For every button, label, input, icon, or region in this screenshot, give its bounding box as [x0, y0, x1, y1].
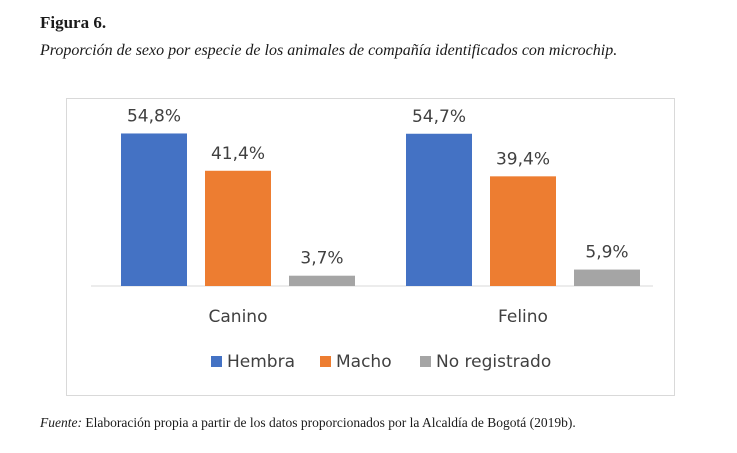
legend-swatch [320, 356, 331, 367]
figure-label: Figura 6. [40, 13, 107, 32]
source-note: Fuente: Elaboración propia a partir de l… [40, 415, 576, 431]
bar-macho-felino [490, 176, 556, 286]
legend-label: Macho [336, 352, 392, 372]
bar-no-registrado-canino [289, 275, 355, 286]
bar-hembra-felino [406, 133, 472, 286]
legend-label: No registrado [436, 352, 551, 372]
figure-caption: Proporción de sexo por especie de los an… [40, 42, 618, 59]
data-label: 3,7% [300, 249, 343, 269]
legend-swatch [211, 356, 222, 367]
chart-frame: 54,8% 41,4% 3,7% Canino 54,7% 39,4% 5,9% Felino… [66, 98, 675, 396]
data-label: 5,9% [585, 243, 628, 263]
data-label: 54,8% [127, 106, 181, 126]
bar-hembra-canino [121, 133, 187, 286]
bar-macho-canino [205, 170, 271, 286]
category-tick-label: Canino [209, 307, 268, 327]
legend-swatch [420, 356, 431, 367]
data-label: 54,7% [412, 107, 466, 127]
bar-no-registrado-felino [574, 269, 640, 286]
legend-label: Hembra [227, 352, 295, 372]
data-label: 39,4% [496, 149, 550, 169]
bar-chart: 54,8% 41,4% 3,7% Canino 54,7% 39,4% 5,9% Felino… [91, 106, 653, 372]
source-label: Fuente: [40, 415, 82, 430]
category-tick-label: Felino [498, 307, 548, 327]
data-label: 41,4% [211, 144, 265, 164]
source-text: Elaboración propia a partir de los datos… [81, 415, 576, 430]
